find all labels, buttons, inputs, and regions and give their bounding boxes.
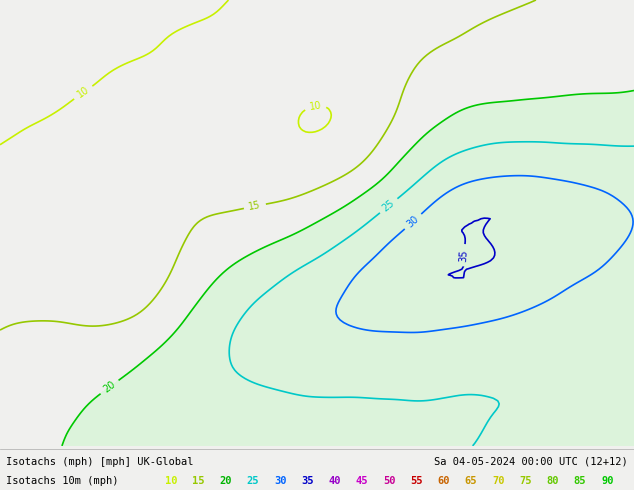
- Text: 40: 40: [328, 476, 341, 486]
- Text: 20: 20: [101, 379, 117, 395]
- Text: 45: 45: [356, 476, 368, 486]
- Text: 15: 15: [192, 476, 205, 486]
- Text: 70: 70: [492, 476, 505, 486]
- Text: 20: 20: [219, 476, 232, 486]
- Text: 10: 10: [165, 476, 178, 486]
- Text: 25: 25: [247, 476, 259, 486]
- Text: 15: 15: [248, 200, 262, 212]
- Text: 10: 10: [75, 85, 91, 100]
- Text: 35: 35: [301, 476, 314, 486]
- Text: 25: 25: [380, 198, 397, 214]
- Text: 65: 65: [465, 476, 477, 486]
- Text: Isotachs (mph) [mph] UK-Global: Isotachs (mph) [mph] UK-Global: [6, 457, 194, 467]
- Text: 10: 10: [309, 100, 322, 112]
- Text: Isotachs 10m (mph): Isotachs 10m (mph): [6, 476, 119, 486]
- Text: 75: 75: [519, 476, 532, 486]
- Text: Sa 04-05-2024 00:00 UTC (12+12): Sa 04-05-2024 00:00 UTC (12+12): [434, 457, 628, 467]
- Text: 60: 60: [437, 476, 450, 486]
- Text: 55: 55: [410, 476, 423, 486]
- Text: 80: 80: [547, 476, 559, 486]
- Text: 35: 35: [458, 249, 469, 262]
- Text: 30: 30: [405, 214, 421, 229]
- Text: 85: 85: [574, 476, 586, 486]
- Text: 50: 50: [383, 476, 396, 486]
- Text: 90: 90: [601, 476, 614, 486]
- Text: 30: 30: [274, 476, 287, 486]
